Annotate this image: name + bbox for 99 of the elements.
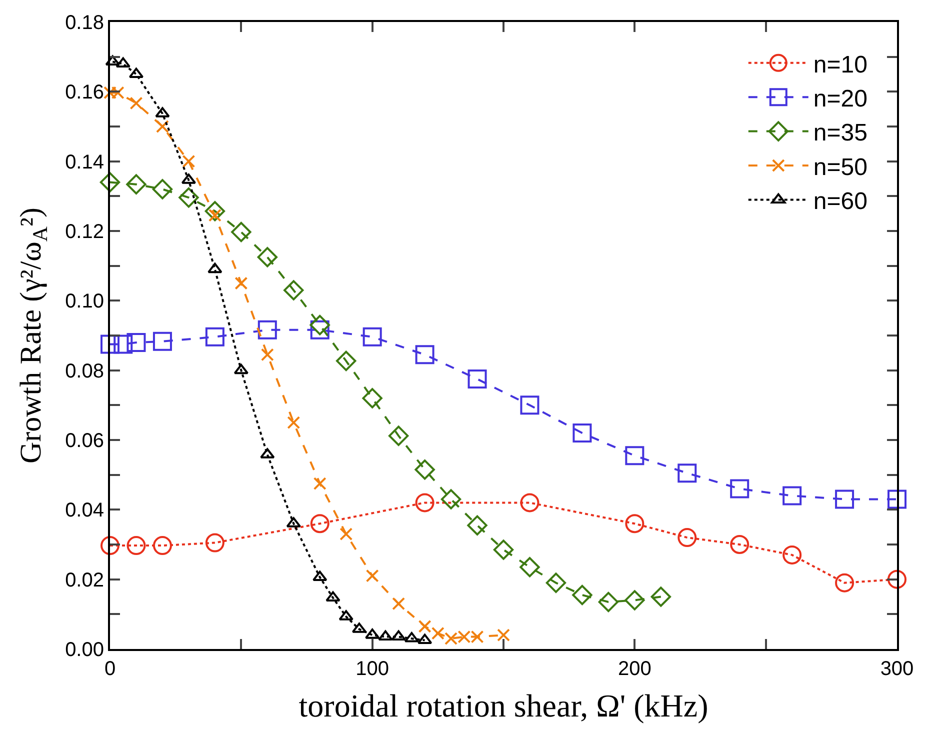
point <box>362 388 382 408</box>
point <box>468 370 487 389</box>
point <box>362 327 382 346</box>
point <box>313 477 326 490</box>
point <box>388 426 409 446</box>
point <box>116 57 130 68</box>
point <box>204 201 226 222</box>
point <box>100 334 120 354</box>
legend-label: n=20 <box>813 85 868 112</box>
point <box>152 332 172 351</box>
point <box>467 515 488 536</box>
point <box>208 262 222 274</box>
y-tick-label: 0.16 <box>65 82 104 104</box>
point <box>730 535 750 554</box>
point <box>126 174 146 194</box>
point <box>624 590 645 610</box>
point <box>205 533 224 552</box>
point <box>130 96 143 110</box>
point <box>312 570 328 581</box>
y-tick-label: 0.18 <box>65 12 104 34</box>
point <box>260 448 275 458</box>
point <box>418 620 432 633</box>
point <box>258 320 277 340</box>
y-tick-label: 0.08 <box>65 360 104 382</box>
y-tick-label: 0.00 <box>65 639 104 661</box>
point <box>378 630 393 641</box>
point <box>415 345 434 364</box>
x-tick-label: 100 <box>356 658 390 680</box>
point <box>392 597 406 610</box>
point <box>310 314 330 336</box>
point <box>257 247 278 268</box>
point <box>625 514 644 534</box>
point <box>598 592 619 612</box>
point <box>152 536 172 556</box>
point <box>888 570 906 589</box>
point <box>286 517 301 528</box>
point <box>287 416 300 430</box>
point <box>520 557 540 578</box>
x-axis-title: toroidal rotation shear, Ω' (kHz) <box>298 687 708 724</box>
legend-label: n=35 <box>813 120 868 147</box>
point <box>126 536 146 556</box>
point <box>284 280 304 300</box>
y-tick-label: 0.12 <box>65 221 104 243</box>
y-tick-label: 0.02 <box>65 569 104 592</box>
point <box>431 626 444 640</box>
point <box>310 514 330 534</box>
point <box>338 610 354 620</box>
point <box>415 493 434 512</box>
point <box>105 55 120 66</box>
x-tick-label: 200 <box>618 658 652 680</box>
point <box>625 446 644 466</box>
point <box>126 332 146 352</box>
point <box>326 591 340 602</box>
point <box>572 584 592 606</box>
x-tick-label: 300 <box>880 658 914 680</box>
point <box>497 628 510 642</box>
point <box>260 348 274 362</box>
point <box>520 493 540 512</box>
point <box>310 320 330 340</box>
point <box>234 364 249 374</box>
point <box>231 222 252 242</box>
point <box>391 630 406 641</box>
point <box>730 479 750 498</box>
point <box>835 490 854 509</box>
point <box>546 572 566 593</box>
legend-label: n=50 <box>813 154 868 181</box>
point <box>100 536 120 556</box>
y-tick-label: 0.06 <box>65 430 104 452</box>
point <box>440 489 462 510</box>
point <box>182 154 196 168</box>
point <box>782 545 802 564</box>
point <box>100 172 120 192</box>
point <box>835 573 854 592</box>
legend-label: n=10 <box>813 51 868 78</box>
y-tick-label: 0.10 <box>65 290 104 313</box>
point <box>888 490 906 509</box>
point <box>678 528 697 548</box>
point <box>114 334 133 354</box>
x-tick-label: 0 <box>104 658 116 680</box>
point <box>678 464 697 483</box>
point <box>650 586 671 607</box>
point <box>782 486 802 506</box>
point <box>340 528 353 541</box>
y-tick-label: 0.04 <box>65 500 104 522</box>
point <box>234 276 248 290</box>
point <box>572 424 592 443</box>
point <box>493 540 514 560</box>
point <box>417 634 432 644</box>
point <box>178 187 199 208</box>
point <box>152 179 173 200</box>
point <box>520 396 540 415</box>
point <box>205 327 224 346</box>
legend-label: n=60 <box>813 188 868 216</box>
point <box>156 120 169 133</box>
point <box>155 107 170 118</box>
point <box>414 460 435 480</box>
point <box>366 569 379 582</box>
point <box>336 350 356 372</box>
y-tick-label: 0.14 <box>65 151 104 174</box>
